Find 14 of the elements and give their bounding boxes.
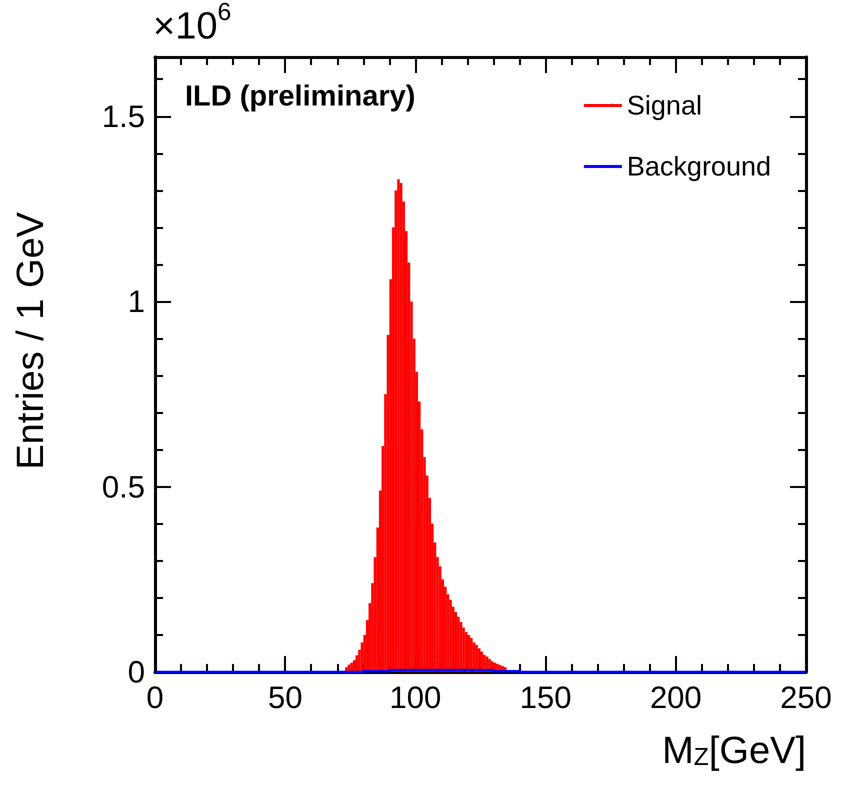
x-tick-label: 200 [650,680,702,715]
y-tick-label: 0 [128,654,145,690]
x-tick-label: 100 [390,680,442,715]
legend-label: Background [626,152,772,182]
x-tick-label: 250 [780,680,832,715]
y-tick-label: 1 [128,284,145,320]
y-axis-title: Entries / 1 GeV [10,211,52,470]
legend-label: Signal [626,90,702,120]
y-tick-label: 0.5 [102,469,145,504]
annotation: ILD (preliminary) [185,80,416,112]
x-tick-label: 150 [520,680,572,715]
y-tick-label: 1.5 [102,98,145,134]
x-tick-label: 50 [268,680,302,715]
x-axis-title: MZ[GeV] [662,730,806,772]
